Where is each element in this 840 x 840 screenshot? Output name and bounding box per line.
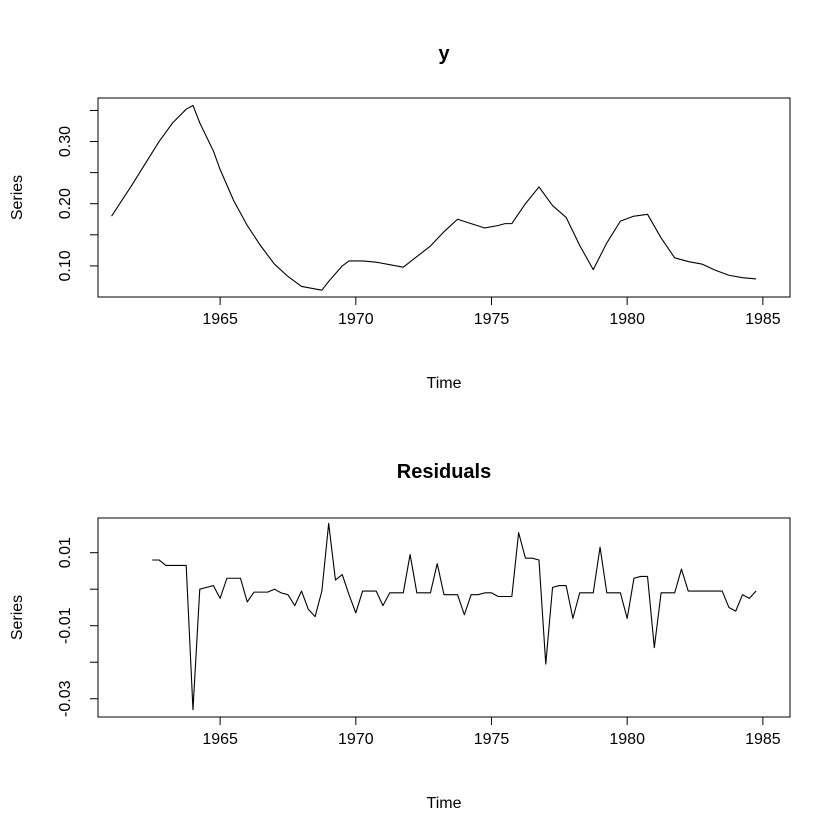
- x-axis-title: Time: [427, 795, 462, 812]
- chart-panel-y: y 1965 1970 1975 1980 1985 0.10 0.20 0.30 Time Ser…: [9, 43, 791, 392]
- chart-title: Residuals: [397, 461, 491, 483]
- series-line: [111, 104, 757, 291]
- chart-title: y: [438, 43, 450, 65]
- y-tick-label: 0.10: [57, 250, 74, 281]
- x-axis-title: Time: [427, 375, 462, 392]
- y-tick-label: -0.01: [57, 607, 74, 644]
- x-tick-label: 1975: [474, 311, 510, 328]
- y-tick-label: 0.01: [57, 537, 74, 568]
- x-tick-label: 1980: [609, 731, 645, 748]
- plot-frame: [97, 97, 791, 298]
- chart-panel-residuals: Residuals 1965 1970 1975 1980 1985 -0.03 -0.01 0…: [9, 461, 791, 812]
- x-tick-label: 1970: [338, 731, 374, 748]
- x-tick-label: 1985: [745, 731, 781, 748]
- y-axis-title: Series: [9, 595, 26, 640]
- plot-frame: [97, 517, 791, 718]
- series-line: [152, 522, 757, 711]
- x-tick-label: 1970: [338, 311, 374, 328]
- x-tick-label: 1980: [609, 311, 645, 328]
- x-tick-label: 1975: [474, 731, 510, 748]
- x-tick-label: 1965: [202, 311, 238, 328]
- x-tick-label: 1985: [745, 311, 781, 328]
- y-axis-title: Series: [9, 175, 26, 220]
- x-tick-label: 1965: [202, 731, 238, 748]
- y-tick-label: 0.20: [57, 188, 74, 219]
- y-tick-label: 0.30: [57, 126, 74, 157]
- y-tick-label: -0.03: [57, 680, 74, 717]
